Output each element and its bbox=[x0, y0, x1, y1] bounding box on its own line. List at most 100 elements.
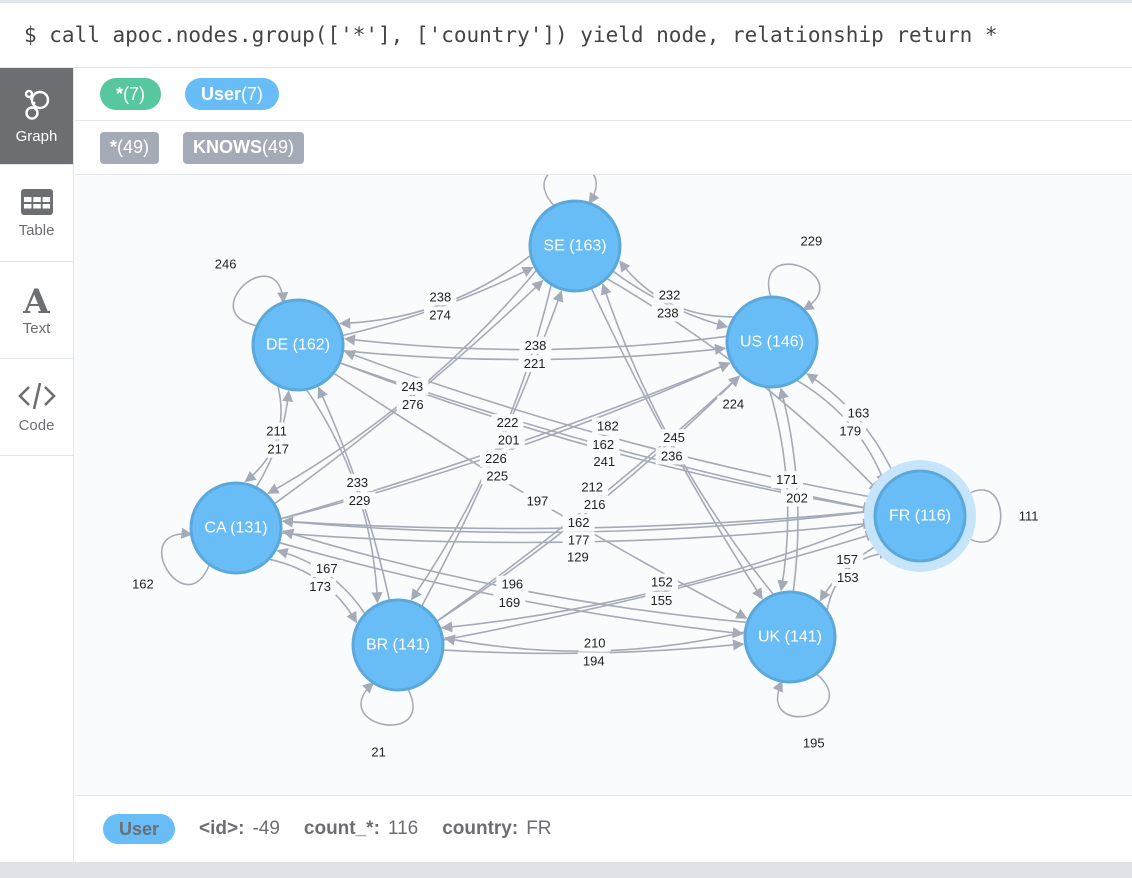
edge-label: 274 bbox=[429, 307, 451, 322]
node-caption: DE (162) bbox=[266, 337, 330, 354]
node-circle[interactable] bbox=[743, 590, 837, 684]
bottom-bar bbox=[0, 862, 1132, 878]
edge-label: 111 bbox=[1019, 509, 1039, 524]
edge-label-bg bbox=[518, 355, 551, 373]
graph-node-uk[interactable]: UK (141) bbox=[743, 590, 837, 684]
label-count: (7) bbox=[123, 83, 146, 104]
edge-label-bg bbox=[493, 593, 526, 611]
edge-label-bg bbox=[797, 734, 830, 752]
edge-label-bg bbox=[562, 531, 595, 549]
edge-label-bg bbox=[396, 396, 429, 414]
edge-label-bg bbox=[717, 395, 750, 413]
edge-label-bg bbox=[304, 578, 337, 596]
graph-node-se[interactable]: SE (163) bbox=[528, 199, 622, 293]
edge-label-bg bbox=[655, 447, 688, 465]
label-count: (7) bbox=[241, 83, 264, 104]
edge-label: 162 bbox=[568, 515, 590, 530]
selected-node-label[interactable]: User bbox=[103, 814, 176, 844]
sidebar-item-graph[interactable]: Graph bbox=[0, 68, 73, 165]
graph-node-fr[interactable]: FR (116) bbox=[864, 460, 976, 572]
graph-node-ca[interactable]: CA (131) bbox=[189, 481, 283, 575]
edge-label: 152 bbox=[651, 575, 673, 590]
rel-type-knows[interactable]: KNOWS (49) bbox=[183, 131, 305, 164]
edge-label: 194 bbox=[583, 654, 605, 669]
edge-label: 162 bbox=[132, 576, 154, 591]
node-circle[interactable] bbox=[251, 298, 345, 392]
graph-svg[interactable]: 246 229 162 111 21 195 274 276 238 243 217 211 229 23… bbox=[75, 175, 1132, 795]
edge-label-bg bbox=[781, 489, 814, 507]
edge-label: 153 bbox=[837, 570, 859, 585]
node-circle[interactable] bbox=[873, 469, 967, 563]
relationship-edge[interactable] bbox=[410, 284, 553, 601]
node-caption: UK (141) bbox=[758, 629, 822, 646]
rel-name: * bbox=[110, 137, 118, 157]
relationship-edge[interactable] bbox=[772, 672, 831, 718]
edge-label-bg bbox=[366, 743, 391, 761]
edge-label: 179 bbox=[839, 423, 861, 438]
relationship-edge[interactable] bbox=[232, 275, 289, 327]
edge-label-bg bbox=[645, 573, 678, 591]
sidebar-item-text[interactable]: A Text bbox=[0, 262, 73, 359]
graph-node-de[interactable]: DE (162) bbox=[251, 298, 345, 392]
query-editor[interactable]: $ call apoc.nodes.group(['*'], ['country… bbox=[0, 0, 1132, 68]
graph-node-us[interactable]: US (146) bbox=[725, 295, 819, 389]
edge-label: 212 bbox=[581, 480, 603, 495]
edge-label-bg bbox=[209, 255, 242, 273]
edge-label-bg bbox=[651, 304, 684, 322]
sidebar-item-label: Code bbox=[18, 416, 55, 434]
edge-label-bg bbox=[645, 591, 678, 609]
relationship-edge[interactable] bbox=[767, 387, 789, 592]
relationship-edge[interactable] bbox=[360, 681, 414, 726]
relationship-types-bar: * (49) KNOWS (49) bbox=[75, 121, 1132, 175]
edge-label: 21 bbox=[371, 744, 385, 759]
relationship-edge[interactable] bbox=[960, 489, 1002, 545]
text-icon: A bbox=[23, 281, 50, 322]
node-circle[interactable] bbox=[528, 199, 622, 293]
relationship-edge[interactable] bbox=[590, 287, 763, 600]
edge-label: 163 bbox=[848, 405, 870, 420]
relationship-edge[interactable] bbox=[160, 527, 211, 586]
node-label-user[interactable]: User (7) bbox=[185, 78, 280, 110]
sidebar-item-code[interactable]: Code bbox=[0, 359, 73, 456]
edge-label-bg bbox=[831, 550, 864, 568]
node-label-all[interactable]: * (7) bbox=[100, 78, 162, 110]
edge-label-bg bbox=[657, 429, 690, 447]
edge-label: 276 bbox=[402, 397, 424, 412]
edge-label-bg bbox=[562, 514, 595, 532]
edge-label-bg bbox=[126, 575, 159, 593]
graph-canvas[interactable]: 246 229 162 111 21 195 274 276 238 243 217 211 229 23… bbox=[75, 175, 1132, 795]
relationship-edge[interactable] bbox=[543, 175, 600, 207]
relationship-edge[interactable] bbox=[317, 386, 391, 601]
relationship-edge[interactable] bbox=[600, 283, 775, 596]
edge-label-bg bbox=[1012, 507, 1045, 525]
edge-label-bg bbox=[496, 575, 529, 593]
node-circle[interactable] bbox=[351, 598, 445, 692]
node-circle[interactable] bbox=[725, 295, 819, 389]
prop-key: country: bbox=[442, 818, 519, 839]
edge-label: 222 bbox=[497, 415, 519, 430]
edge-label: 202 bbox=[786, 490, 808, 505]
graph-node-br[interactable]: BR (141) bbox=[351, 598, 445, 692]
sidebar-item-label: Text bbox=[22, 319, 51, 337]
edge-label: 245 bbox=[663, 430, 685, 445]
relationship-edge[interactable] bbox=[777, 387, 799, 592]
edge-label-bg bbox=[481, 467, 514, 485]
edge-label-bg bbox=[310, 559, 343, 577]
edge-label-bg bbox=[396, 377, 429, 395]
code-icon bbox=[17, 382, 56, 409]
edge-label: 238 bbox=[657, 305, 679, 320]
edge-label-bg bbox=[578, 495, 611, 513]
edge-label-bg bbox=[591, 417, 624, 435]
edge-label-bg bbox=[576, 478, 609, 496]
rel-type-all[interactable]: * (49) bbox=[100, 131, 160, 164]
prop-key: <id>: bbox=[199, 818, 245, 839]
edge-label: 157 bbox=[836, 552, 858, 567]
node-caption: BR (141) bbox=[366, 637, 430, 654]
label-name: User bbox=[119, 818, 160, 839]
prop-key: count_*: bbox=[303, 818, 380, 839]
relationship-edge[interactable] bbox=[305, 389, 383, 604]
relationship-edge[interactable] bbox=[767, 263, 821, 311]
prop-value: FR bbox=[526, 818, 552, 839]
node-circle[interactable] bbox=[189, 481, 283, 575]
sidebar-item-table[interactable]: Table bbox=[0, 165, 73, 262]
